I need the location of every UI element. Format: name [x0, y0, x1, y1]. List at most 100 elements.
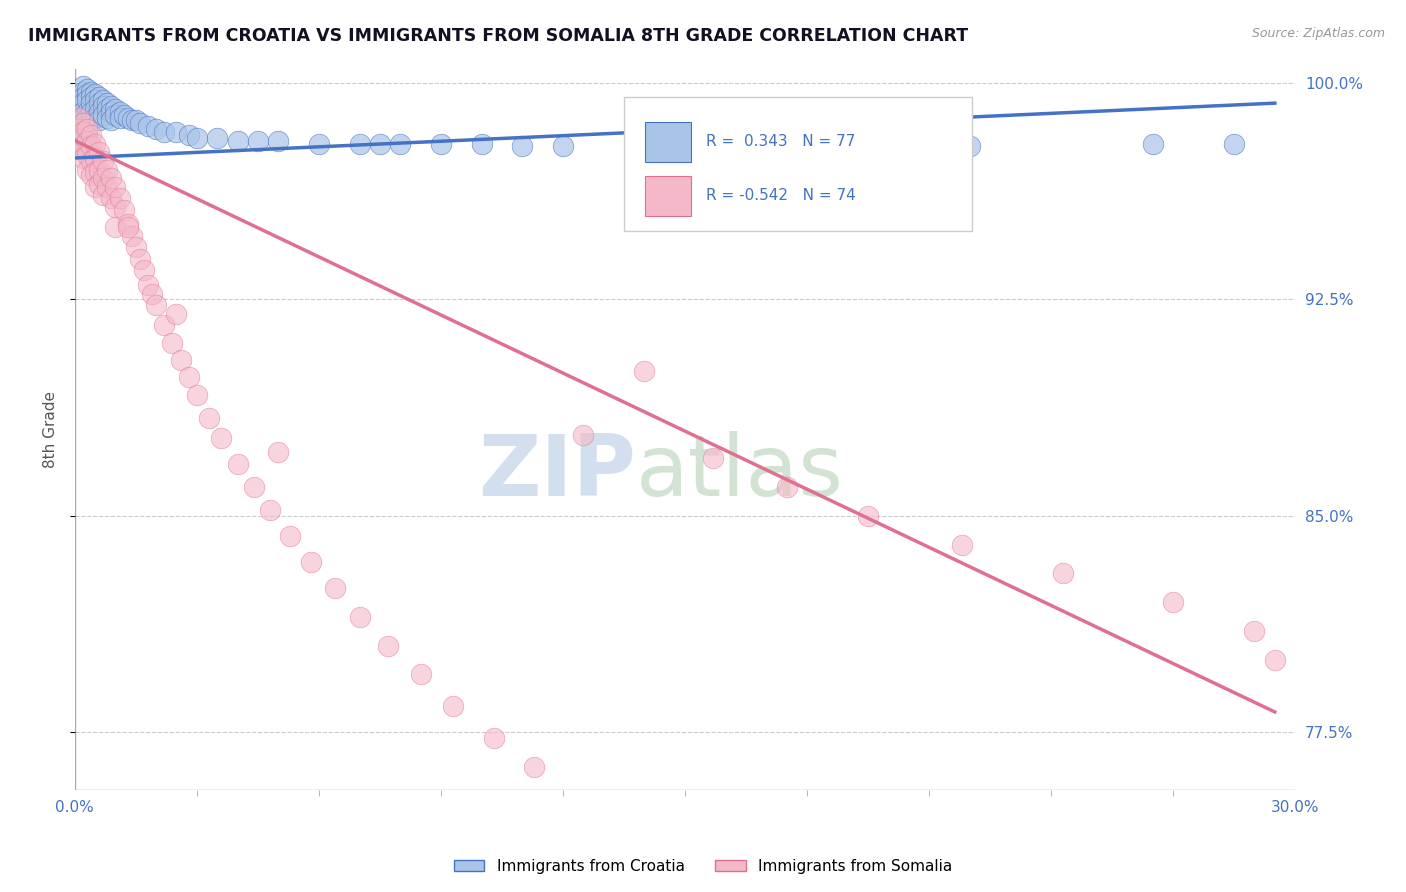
Point — [267, 445, 290, 459]
Point — [76, 120, 98, 134]
Point — [89, 177, 111, 191]
Point — [108, 191, 131, 205]
Point — [145, 298, 167, 312]
Point — [128, 116, 150, 130]
Point — [145, 122, 167, 136]
Point — [308, 136, 330, 151]
Point — [80, 153, 103, 168]
Point — [80, 90, 103, 104]
Point — [128, 252, 150, 266]
Point — [166, 125, 188, 139]
Point — [633, 364, 655, 378]
Point — [104, 200, 127, 214]
Point — [205, 130, 228, 145]
Point — [72, 104, 94, 119]
Y-axis label: 8th Grade: 8th Grade — [44, 391, 58, 467]
Point — [267, 134, 290, 148]
Point — [72, 90, 94, 104]
Point — [482, 731, 505, 745]
Point — [430, 136, 453, 151]
Text: IMMIGRANTS FROM CROATIA VS IMMIGRANTS FROM SOMALIA 8TH GRADE CORRELATION CHART: IMMIGRANTS FROM CROATIA VS IMMIGRANTS FR… — [28, 27, 969, 45]
Point — [186, 387, 208, 401]
Point — [80, 113, 103, 128]
Point — [96, 111, 118, 125]
Point — [1161, 595, 1184, 609]
Point — [104, 179, 127, 194]
Point — [84, 179, 107, 194]
Text: ZIP: ZIP — [478, 431, 636, 514]
Point — [112, 108, 135, 122]
Point — [80, 104, 103, 119]
Point — [89, 145, 111, 160]
Point — [76, 162, 98, 177]
Legend: Immigrants from Croatia, Immigrants from Somalia: Immigrants from Croatia, Immigrants from… — [447, 853, 959, 880]
Point — [96, 96, 118, 111]
Point — [368, 136, 391, 151]
Point — [100, 113, 122, 128]
Point — [510, 139, 533, 153]
Point — [76, 134, 98, 148]
Point — [89, 90, 111, 104]
FancyBboxPatch shape — [624, 97, 972, 231]
Point — [76, 122, 98, 136]
Point — [136, 277, 159, 292]
Point — [91, 188, 114, 202]
Point — [1264, 653, 1286, 667]
Point — [84, 102, 107, 116]
Point — [796, 139, 818, 153]
Point — [67, 134, 90, 148]
Point — [169, 353, 191, 368]
Point — [67, 136, 90, 151]
Point — [209, 431, 232, 445]
Point — [125, 240, 148, 254]
Point — [246, 134, 269, 148]
Point — [323, 581, 346, 595]
Point — [104, 108, 127, 122]
Point — [89, 162, 111, 177]
Point — [259, 503, 281, 517]
Point — [117, 220, 139, 235]
Point — [280, 529, 302, 543]
Bar — [645, 177, 692, 216]
Point — [72, 128, 94, 142]
Point — [76, 87, 98, 102]
Point — [89, 96, 111, 111]
Point — [226, 134, 249, 148]
Point — [572, 428, 595, 442]
Point — [121, 228, 143, 243]
Point — [1052, 566, 1074, 581]
Point — [714, 139, 737, 153]
Point — [72, 139, 94, 153]
Point — [177, 370, 200, 384]
Point — [551, 139, 574, 153]
Point — [108, 111, 131, 125]
Point — [89, 113, 111, 128]
Point — [72, 111, 94, 125]
Point — [108, 104, 131, 119]
Point — [242, 480, 264, 494]
Point — [153, 125, 176, 139]
Point — [349, 136, 371, 151]
Point — [96, 162, 118, 177]
Point — [177, 128, 200, 142]
Point — [84, 165, 107, 179]
Point — [100, 104, 122, 119]
Point — [84, 93, 107, 107]
Point — [104, 102, 127, 116]
Point — [80, 139, 103, 153]
Text: R =  0.343   N = 77: R = 0.343 N = 77 — [706, 134, 855, 149]
Point — [523, 760, 546, 774]
Point — [76, 81, 98, 95]
Point — [441, 699, 464, 714]
Point — [91, 99, 114, 113]
Point — [76, 111, 98, 125]
Point — [389, 136, 412, 151]
Point — [72, 78, 94, 93]
Point — [96, 102, 118, 116]
Point — [186, 130, 208, 145]
Point — [72, 116, 94, 130]
Point — [80, 128, 103, 142]
Point — [100, 171, 122, 186]
Point — [91, 108, 114, 122]
Point — [918, 139, 941, 153]
